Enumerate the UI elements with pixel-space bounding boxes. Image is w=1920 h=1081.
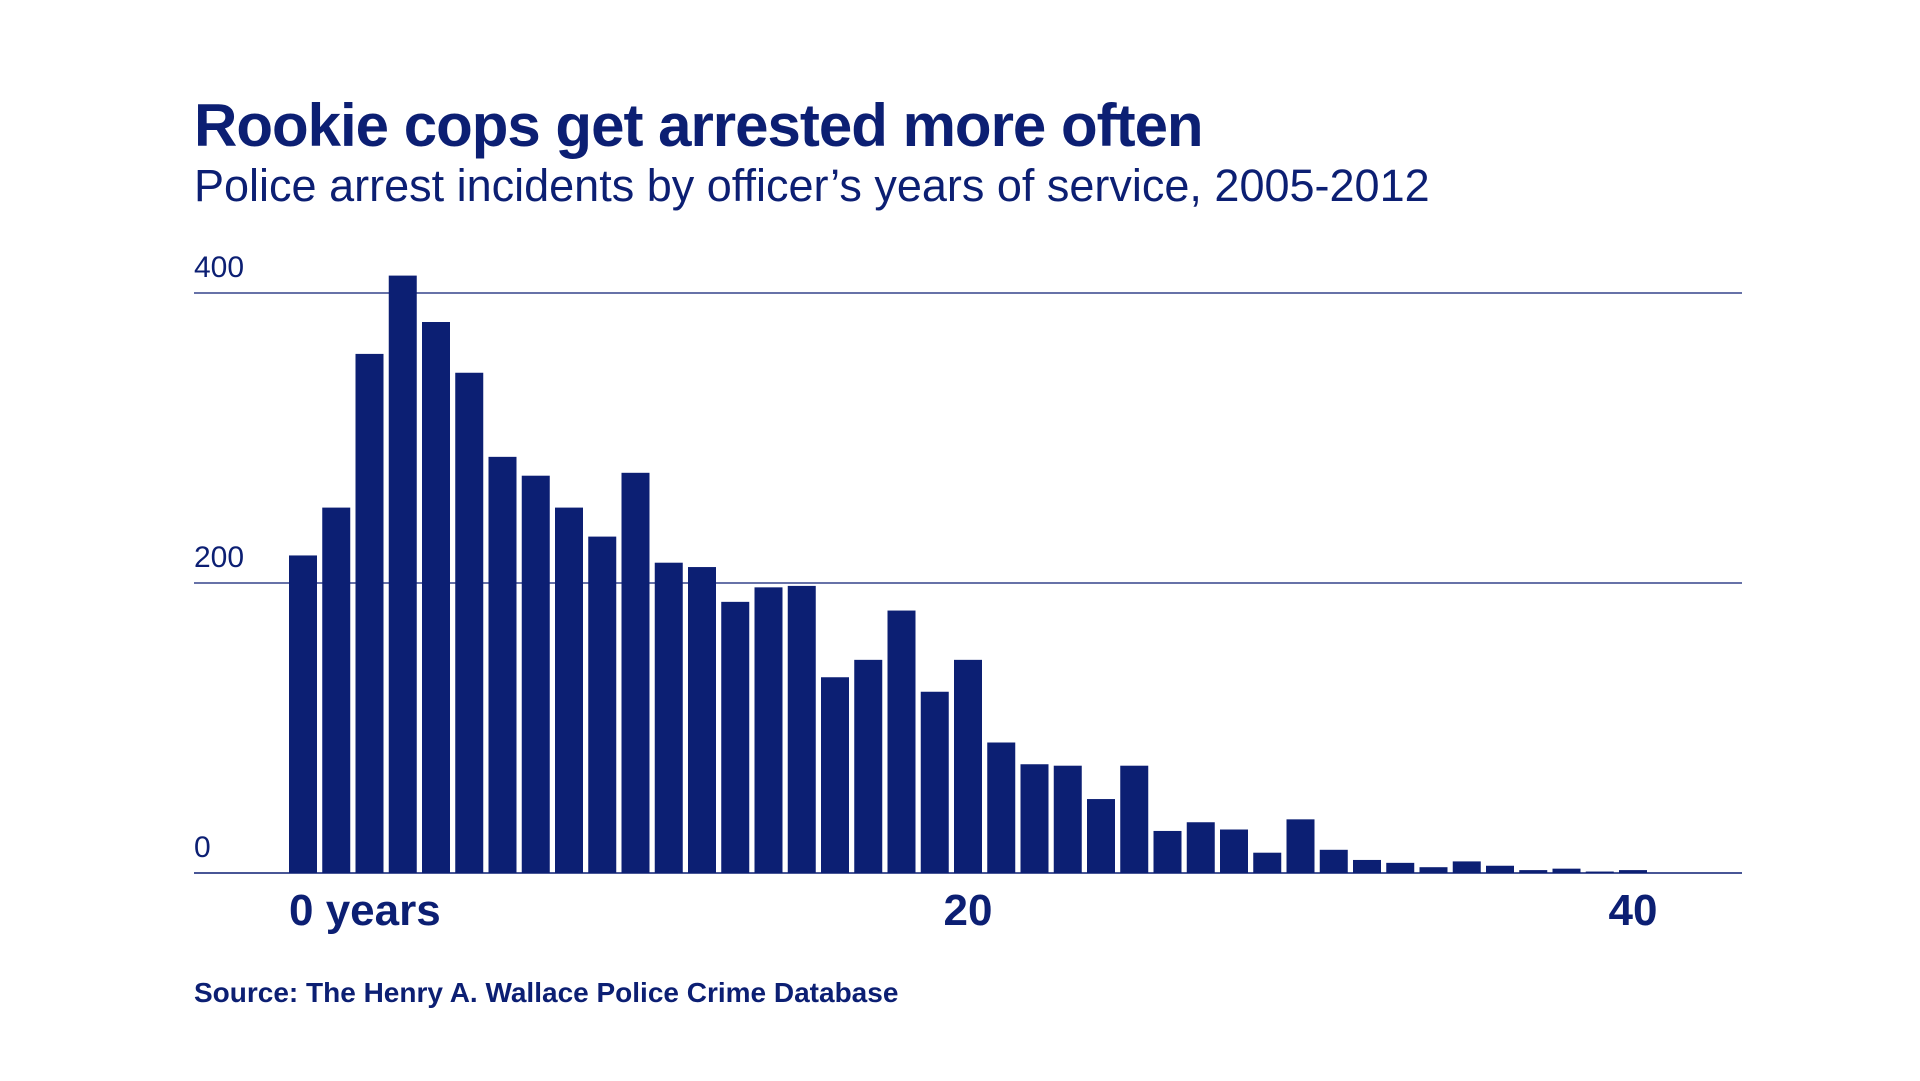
bar <box>1585 871 1614 873</box>
bar <box>588 536 617 873</box>
x-tick-label: 20 <box>944 886 993 935</box>
bar <box>1552 868 1581 873</box>
bar <box>854 659 883 873</box>
bar <box>954 659 982 873</box>
x-tick-label: 0 years <box>289 886 441 935</box>
bar <box>821 677 849 873</box>
bar <box>1486 865 1514 873</box>
chart-title: Rookie cops get arrested more often <box>194 92 1204 159</box>
bar <box>1053 765 1082 873</box>
bar <box>1452 861 1481 873</box>
bar <box>654 562 683 873</box>
bar <box>1419 867 1448 873</box>
bar <box>1120 765 1149 873</box>
bar <box>1286 819 1315 873</box>
bar <box>388 275 417 874</box>
bar <box>1087 799 1115 873</box>
source-note: Source: The Henry A. Wallace Police Crim… <box>194 977 899 1008</box>
bar <box>1353 859 1381 873</box>
bar <box>987 742 1016 873</box>
bar <box>488 456 517 873</box>
x-tick-label: 40 <box>1609 886 1658 935</box>
bar <box>1519 870 1548 873</box>
bar <box>1020 764 1049 873</box>
bar <box>422 322 450 873</box>
y-tick-label: 0 <box>194 831 211 864</box>
bar <box>1619 870 1647 873</box>
y-tick-label: 200 <box>194 541 244 574</box>
bar <box>920 691 949 873</box>
bar <box>455 372 484 873</box>
bar <box>322 507 351 873</box>
bar <box>289 555 317 873</box>
bar <box>355 353 384 873</box>
bar <box>1153 830 1182 873</box>
bar <box>1220 829 1248 873</box>
bar <box>1253 852 1282 873</box>
bar <box>621 472 650 873</box>
axis-labels: 400 200 0 0 years 20 40 <box>194 251 1657 935</box>
bar <box>521 475 550 873</box>
bar <box>1186 822 1215 873</box>
y-tick-label: 400 <box>194 251 244 284</box>
bar <box>721 601 750 873</box>
bar <box>555 507 583 873</box>
bar <box>1319 849 1348 873</box>
bar <box>754 587 783 873</box>
bar <box>688 567 716 873</box>
bar <box>787 585 816 873</box>
bar <box>1386 862 1415 873</box>
bar <box>887 610 916 873</box>
chart-subtitle: Police arrest incidents by officer’s yea… <box>194 160 1430 211</box>
bars <box>289 275 1647 874</box>
